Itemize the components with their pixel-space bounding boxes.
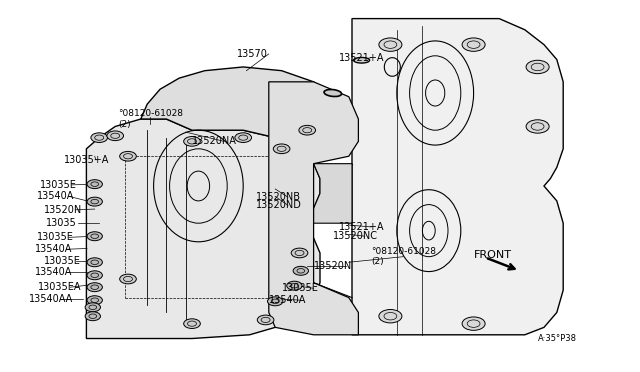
Circle shape — [85, 303, 100, 312]
Circle shape — [257, 315, 274, 325]
Text: 13035E: 13035E — [37, 232, 74, 242]
Text: 13520NA: 13520NA — [192, 137, 237, 146]
Text: °08120-61028
(2): °08120-61028 (2) — [371, 247, 436, 266]
Ellipse shape — [353, 58, 370, 63]
Text: 13035E: 13035E — [282, 283, 319, 293]
Circle shape — [268, 297, 283, 306]
Text: FRONT: FRONT — [474, 250, 511, 260]
Circle shape — [462, 317, 485, 330]
Circle shape — [379, 38, 402, 51]
Circle shape — [87, 258, 102, 267]
Circle shape — [107, 131, 124, 141]
Circle shape — [526, 120, 549, 133]
Text: 13540A: 13540A — [35, 244, 72, 254]
Circle shape — [87, 283, 102, 292]
Polygon shape — [352, 19, 563, 335]
Circle shape — [87, 180, 102, 189]
Text: 13570: 13570 — [237, 49, 268, 59]
Circle shape — [462, 38, 485, 51]
Text: 13520N: 13520N — [314, 261, 352, 271]
Circle shape — [526, 60, 549, 74]
Circle shape — [120, 274, 136, 284]
Text: 13520N: 13520N — [44, 205, 82, 215]
Text: 13035+A: 13035+A — [64, 155, 109, 165]
Text: 13035: 13035 — [46, 218, 77, 228]
Polygon shape — [269, 82, 358, 335]
Text: 13520NC: 13520NC — [333, 231, 378, 241]
Circle shape — [291, 248, 308, 258]
Circle shape — [184, 319, 200, 328]
Circle shape — [87, 271, 102, 280]
Text: A·35°P38: A·35°P38 — [538, 334, 577, 343]
Circle shape — [91, 133, 108, 142]
Circle shape — [87, 232, 102, 241]
Circle shape — [184, 137, 200, 146]
Text: 13035EA: 13035EA — [38, 282, 82, 292]
Circle shape — [235, 133, 252, 142]
Circle shape — [293, 266, 308, 275]
Circle shape — [87, 296, 102, 305]
Text: 13035E: 13035E — [44, 256, 81, 266]
Circle shape — [299, 125, 316, 135]
Polygon shape — [141, 67, 349, 164]
Text: °08120-61028
(2): °08120-61028 (2) — [118, 109, 184, 129]
Circle shape — [379, 310, 402, 323]
Text: 13520ND: 13520ND — [256, 201, 302, 210]
Text: 13521+A: 13521+A — [339, 53, 385, 62]
Text: 13520NB: 13520NB — [256, 192, 301, 202]
Circle shape — [287, 281, 302, 290]
Text: 13540A: 13540A — [37, 192, 74, 201]
Text: 13035E: 13035E — [40, 180, 77, 190]
Polygon shape — [86, 119, 320, 339]
Circle shape — [273, 144, 290, 154]
Text: 13540A: 13540A — [269, 295, 306, 305]
Circle shape — [85, 312, 100, 321]
Ellipse shape — [324, 90, 342, 96]
Circle shape — [87, 197, 102, 206]
Text: 13521+A: 13521+A — [339, 222, 385, 232]
Text: 13540A: 13540A — [35, 267, 72, 277]
Polygon shape — [307, 164, 352, 223]
Text: 13540AA: 13540AA — [29, 295, 73, 304]
Circle shape — [120, 151, 136, 161]
